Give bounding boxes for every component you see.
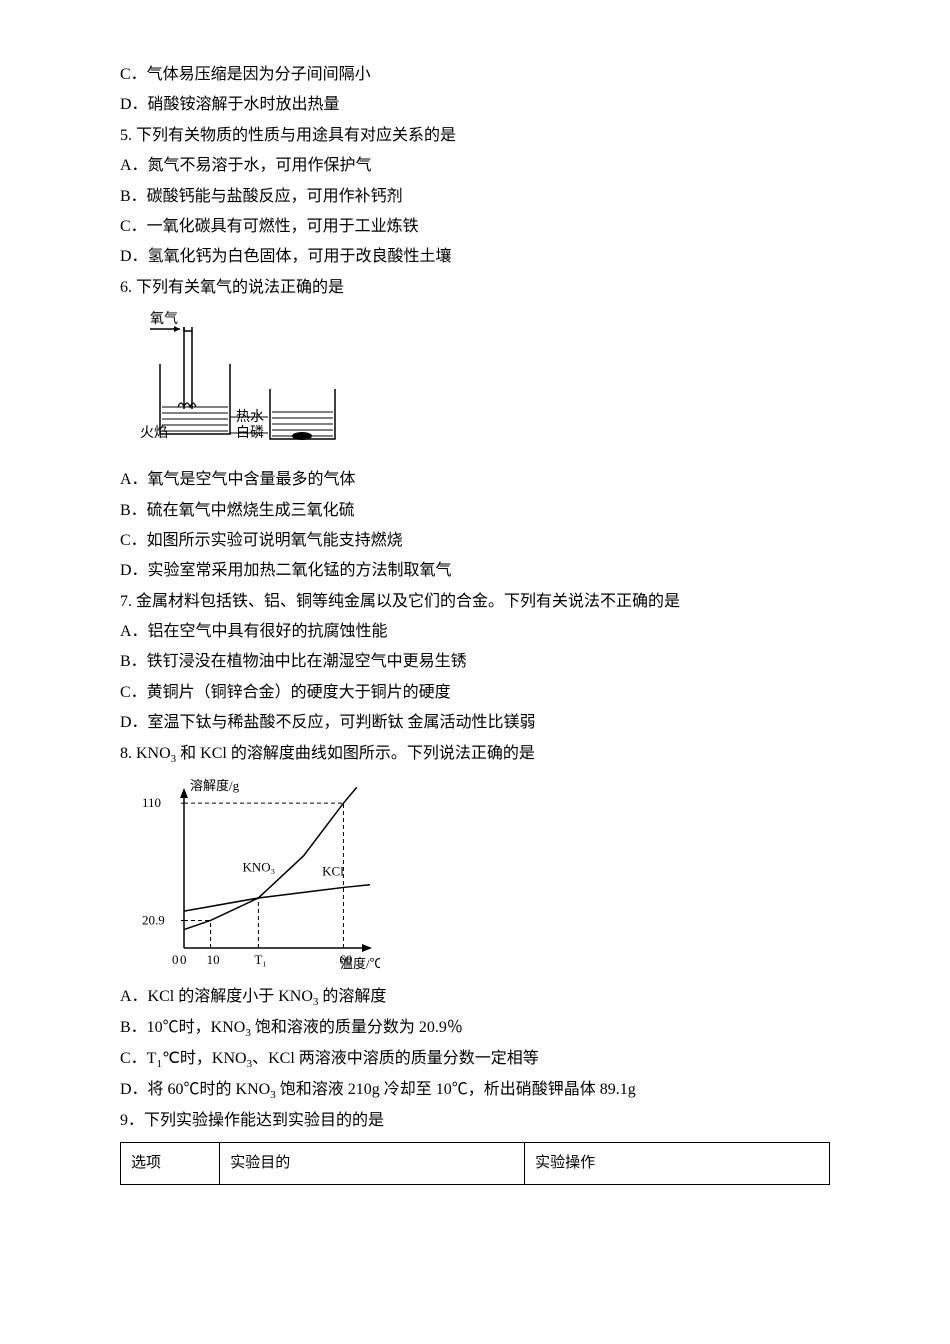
- svg-text:0: 0: [172, 952, 179, 967]
- q8-c-pre: C．T: [120, 1050, 156, 1067]
- svg-text:20.9: 20.9: [142, 912, 165, 927]
- q7-option-b: B．铁钉浸没在植物油中比在潮湿空气中更易生锈: [120, 647, 830, 677]
- q8-d-post: 饱和溶液 210g 冷却至 10℃，析出硝酸钾晶体 89.1g: [276, 1081, 636, 1098]
- q8-d-pre: D．将 60℃时的 KNO: [120, 1081, 270, 1098]
- q7-option-a: A．铝在空气中具有很好的抗腐蚀性能: [120, 617, 830, 647]
- q8-stem-mid: 和 KCl 的溶解度曲线如图所示。下列说法正确的是: [176, 745, 535, 762]
- q9-col-0: 选项: [121, 1143, 220, 1185]
- q6-option-b: B．硫在氧气中燃烧生成三氧化硫: [120, 496, 830, 526]
- q8-a-post: 的溶解度: [318, 988, 386, 1005]
- q8-b-pre: B．10℃时，KNO: [120, 1019, 245, 1036]
- q8-option-d: D．将 60℃时的 KNO3 饱和溶液 210g 冷却至 10℃，析出硝酸钾晶体…: [120, 1075, 830, 1106]
- q8-option-c: C．T1℃时，KNO3、KCl 两溶液中溶质的质量分数一定相等: [120, 1044, 830, 1075]
- q5-option-c: C．一氧化碳具有可燃性，可用于工业炼铁: [120, 212, 830, 242]
- q6-option-d: D．实验室常采用加热二氧化锰的方法制取氧气: [120, 556, 830, 586]
- q9-col-2: 实验操作: [525, 1143, 830, 1185]
- svg-text:KCl: KCl: [322, 863, 344, 878]
- q8-option-b: B．10℃时，KNO3 饱和溶液的质量分数为 20.9％: [120, 1013, 830, 1044]
- label-oxygen: 氧气: [150, 311, 178, 327]
- svg-text:溶解度/g: 溶解度/g: [190, 778, 240, 793]
- svg-text:10: 10: [207, 952, 220, 967]
- q5-option-d: D．氢氧化钙为白色固体，可用于改良酸性土壤: [120, 242, 830, 272]
- q6-option-c: C．如图所示实验可说明氧气能支持燃烧: [120, 526, 830, 556]
- svg-text:T₁: T₁: [254, 952, 266, 967]
- q5-stem: 5. 下列有关物质的性质与用途具有对应关系的是: [120, 121, 830, 151]
- q6-stem: 6. 下列有关氧气的说法正确的是: [120, 273, 830, 303]
- q6-diagram: 氧气 火焰 热水 白磷: [140, 309, 830, 459]
- q8-a-pre: A．KCl 的溶解度小于 KNO: [120, 988, 313, 1005]
- q7-stem: 7. 金属材料包括铁、铝、铜等纯金属以及它们的合金。下列有关说法不正确的是: [120, 587, 830, 617]
- q8-b-post: 饱和溶液的质量分数为 20.9％: [251, 1019, 463, 1036]
- q5-option-b: B．碳酸钙能与盐酸反应，可用作补钙剂: [120, 182, 830, 212]
- svg-text:KNO₃: KNO₃: [242, 859, 275, 874]
- q4-option-c: C．气体易压缩是因为分子间间隔小: [120, 60, 830, 90]
- q7-option-d: D．室温下钛与稀盐酸不反应，可判断钛 金属活动性比镁弱: [120, 708, 830, 738]
- q9-col-1: 实验目的: [220, 1143, 525, 1185]
- q8-chart: 溶解度/g温度/℃KNO₃KCl010T₁6020.91100: [140, 776, 830, 976]
- q8-option-a: A．KCl 的溶解度小于 KNO3 的溶解度: [120, 982, 830, 1013]
- q8-stem: 8. KNO3 和 KCl 的溶解度曲线如图所示。下列说法正确的是: [120, 739, 830, 770]
- q9-stem: 9．下列实验操作能达到实验目的的是: [120, 1106, 830, 1136]
- q8-c-post: 、KCl 两溶液中溶质的质量分数一定相等: [252, 1050, 539, 1067]
- q7-option-c: C．黄铜片（铜锌合金）的硬度大于铜片的硬度: [120, 678, 830, 708]
- q4-option-d: D．硝酸铵溶解于水时放出热量: [120, 90, 830, 120]
- svg-text:0: 0: [180, 952, 187, 967]
- table-row: 选项 实验目的 实验操作: [121, 1143, 830, 1185]
- q6-option-a: A．氧气是空气中含量最多的气体: [120, 465, 830, 495]
- q9-table: 选项 实验目的 实验操作: [120, 1142, 830, 1185]
- q8-stem-pre: 8. KNO: [120, 745, 171, 762]
- label-flame: 火焰: [140, 425, 168, 441]
- q5-option-a: A．氮气不易溶于水，可用作保护气: [120, 151, 830, 181]
- svg-text:60: 60: [339, 952, 352, 967]
- svg-text:110: 110: [142, 795, 161, 810]
- q8-c-mid: ℃时，KNO: [162, 1050, 247, 1067]
